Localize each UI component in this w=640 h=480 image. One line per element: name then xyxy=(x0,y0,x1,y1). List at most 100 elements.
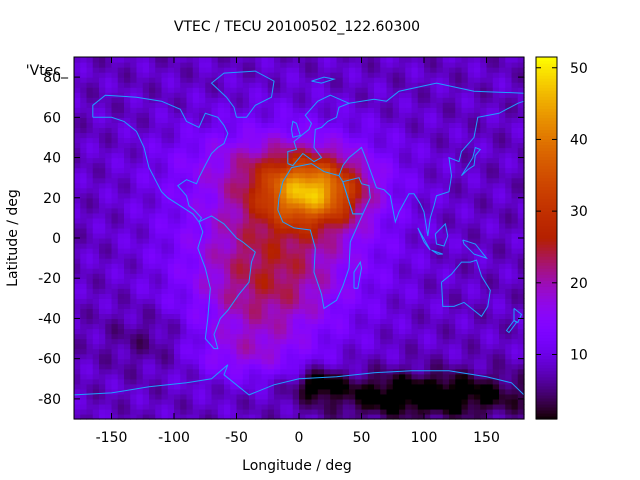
heatmap-cell xyxy=(255,217,263,224)
heatmap-cell xyxy=(461,278,469,284)
heatmap-cell xyxy=(149,197,156,204)
heatmap-cell xyxy=(405,288,413,294)
heatmap-cell xyxy=(274,212,281,219)
heatmap-cell xyxy=(161,348,169,355)
heatmap-cell xyxy=(249,318,256,325)
heatmap-cell xyxy=(255,358,263,365)
heatmap-cell xyxy=(242,162,250,169)
heatmap-cell xyxy=(480,328,488,335)
heatmap-cell xyxy=(180,222,188,229)
heatmap-cell xyxy=(292,273,300,279)
heatmap-cell xyxy=(249,273,256,279)
heatmap-cell xyxy=(361,77,369,83)
heatmap-cell xyxy=(92,147,100,154)
heatmap-cell xyxy=(249,87,256,93)
heatmap-cell xyxy=(142,348,150,355)
heatmap-cell xyxy=(261,72,269,78)
heatmap-cell xyxy=(474,348,481,355)
heatmap-cell xyxy=(492,97,500,103)
heatmap-cell xyxy=(136,102,144,108)
heatmap-cell xyxy=(167,238,175,244)
heatmap-cell xyxy=(230,172,238,179)
heatmap-cell xyxy=(405,268,413,274)
heatmap-cell xyxy=(74,278,81,284)
heatmap-cell xyxy=(330,232,338,239)
heatmap-cell xyxy=(299,177,306,184)
heatmap-cell xyxy=(280,207,288,214)
heatmap-cell xyxy=(355,202,363,209)
heatmap-cell xyxy=(342,278,350,284)
heatmap-cell xyxy=(186,408,194,415)
heatmap-cell xyxy=(92,127,100,134)
heatmap-cell xyxy=(461,348,469,355)
heatmap-cell xyxy=(480,358,488,365)
heatmap-cell xyxy=(455,398,463,405)
heatmap-cell xyxy=(167,248,175,254)
heatmap-cell xyxy=(305,288,313,294)
heatmap-cell xyxy=(199,323,206,330)
heatmap-cell xyxy=(92,217,100,224)
heatmap-cell xyxy=(474,137,481,144)
heatmap-cell xyxy=(249,283,256,289)
heatmap-cell xyxy=(455,403,463,410)
heatmap-cell xyxy=(492,263,500,269)
heatmap-cell xyxy=(405,227,413,234)
heatmap-cell xyxy=(86,192,94,199)
heatmap-cell xyxy=(180,393,188,400)
heatmap-cell xyxy=(186,232,194,239)
heatmap-cell xyxy=(505,258,513,264)
heatmap-cell xyxy=(249,298,256,304)
heatmap-cell xyxy=(324,273,331,279)
heatmap-cell xyxy=(286,298,294,304)
heatmap-cell xyxy=(274,403,281,410)
heatmap-cell xyxy=(492,147,500,154)
heatmap-cell xyxy=(480,197,488,204)
heatmap-cell xyxy=(442,207,450,214)
heatmap-cell xyxy=(442,308,450,315)
heatmap-cell xyxy=(111,408,119,415)
heatmap-cell xyxy=(192,353,200,360)
heatmap-cell xyxy=(124,107,131,113)
heatmap-cell xyxy=(205,92,213,98)
heatmap-cell xyxy=(442,72,450,78)
heatmap-cell xyxy=(217,127,225,134)
heatmap-cell xyxy=(461,268,469,274)
heatmap-cell xyxy=(180,253,188,259)
heatmap-cell xyxy=(461,338,469,345)
heatmap-cell xyxy=(380,162,388,169)
heatmap-cell xyxy=(86,363,94,370)
heatmap-cell xyxy=(230,288,238,294)
heatmap-cell xyxy=(149,408,156,415)
heatmap-cell xyxy=(486,77,494,83)
heatmap-cell xyxy=(361,318,369,325)
heatmap-cell xyxy=(442,273,450,279)
heatmap-cell xyxy=(355,328,363,335)
heatmap-cell xyxy=(380,278,388,284)
heatmap-cell xyxy=(449,192,456,199)
heatmap-cell xyxy=(117,283,125,289)
heatmap-cell xyxy=(499,338,506,345)
heatmap-cell xyxy=(292,348,300,355)
heatmap-cell xyxy=(486,147,494,154)
heatmap-cell xyxy=(105,87,113,93)
heatmap-cell xyxy=(411,172,419,179)
heatmap-cell xyxy=(442,102,450,108)
heatmap-cell xyxy=(236,393,244,400)
heatmap-cell xyxy=(267,97,275,103)
heatmap-cell xyxy=(142,117,150,123)
heatmap-cell xyxy=(74,288,81,294)
heatmap-cell xyxy=(349,122,356,128)
heatmap-cell xyxy=(230,328,238,335)
heatmap-cell xyxy=(324,142,331,149)
heatmap-cell xyxy=(461,383,469,390)
heatmap-cell xyxy=(249,398,256,405)
heatmap-cell xyxy=(111,398,119,405)
heatmap-cell xyxy=(361,268,369,274)
heatmap-cell xyxy=(180,172,188,179)
heatmap-cell xyxy=(280,323,288,330)
heatmap-cell xyxy=(261,263,269,269)
heatmap-cell xyxy=(499,353,506,360)
heatmap-cell xyxy=(311,268,319,274)
heatmap-cell xyxy=(199,288,206,294)
heatmap-cell xyxy=(299,202,306,209)
